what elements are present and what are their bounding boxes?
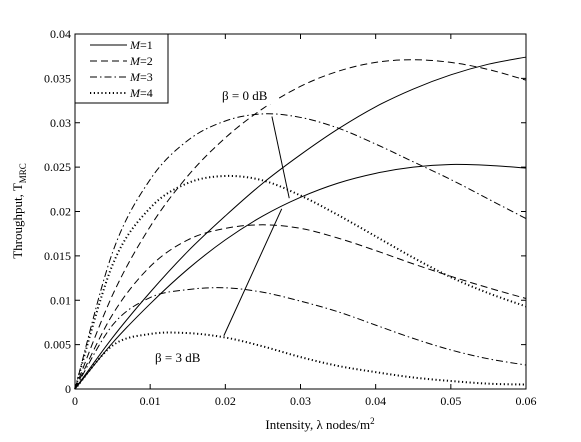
legend-label: M=1 [129, 38, 153, 52]
y-tick-label: 0.02 [50, 205, 71, 219]
legend-label-variable: M [129, 54, 141, 68]
x-axis-label: Intensity, λ nodes/m2 [265, 416, 374, 432]
series-line-4-dotted [74, 174, 527, 390]
series-line-1-solid [74, 56, 527, 390]
annotation-label: β = 3 dB [155, 350, 201, 365]
legend-label-variable: M [129, 38, 141, 52]
x-tick-label: 0.06 [516, 394, 537, 408]
y-axis-label: Throughput, TMRC [10, 163, 28, 259]
legend-label-value: =4 [140, 86, 153, 100]
legend-label: M=3 [129, 70, 153, 84]
legend-label: M=4 [129, 86, 153, 100]
y-tick-label: 0.03 [50, 116, 71, 130]
y-tick-label: 0.01 [50, 293, 71, 307]
legend-label-value: =1 [140, 38, 153, 52]
series-line-7-dashdot [74, 287, 527, 390]
x-tick-label: 0.02 [215, 394, 236, 408]
annotation-label-background [219, 88, 279, 104]
x-axis-label-superscript: 2 [370, 416, 375, 426]
series-layer [74, 56, 527, 390]
y-tick-label: 0 [65, 382, 71, 396]
x-tick-label: 0.05 [440, 394, 461, 408]
tick-layer: 0 0.01 0.02 0.03 0.04 0.05 0.06 0 0.005 0.01 0.015… [44, 27, 537, 408]
annotation-label-background [152, 350, 212, 366]
legend-label-variable: M [129, 86, 141, 100]
annotation-layer: β = 0 dB β = 3 dB [152, 88, 290, 366]
y-tick-label: 0.015 [44, 249, 71, 263]
annotation-pointer-line [223, 208, 283, 336]
series-line-2-dashed [74, 59, 527, 390]
series-line-3-dashdot [74, 113, 527, 390]
y-tick-label: 0.035 [44, 71, 71, 85]
legend: M=1M=2M=3M=4 [74, 33, 169, 104]
legend-label-value: =3 [140, 70, 153, 84]
x-tick-label: 0.04 [365, 394, 386, 408]
y-axis-label-subscript: MRC [18, 163, 28, 183]
x-tick-label: 0 [72, 394, 78, 408]
annotation-pointer-line [271, 116, 290, 199]
x-tick-label: 0.03 [290, 394, 311, 408]
legend-label-value: =2 [140, 54, 153, 68]
y-tick-label: 0.04 [50, 27, 71, 41]
annotation-label: β = 0 dB [222, 88, 268, 103]
x-tick-label: 0.01 [140, 394, 161, 408]
legend-label-variable: M [129, 70, 141, 84]
legend-label: M=2 [129, 54, 153, 68]
series-line-6-dashed [74, 224, 527, 390]
series-line-5-solid [74, 163, 527, 390]
series-line-8-dotted [74, 331, 527, 390]
y-tick-label: 0.005 [44, 338, 71, 352]
y-tick-label: 0.025 [44, 160, 71, 174]
